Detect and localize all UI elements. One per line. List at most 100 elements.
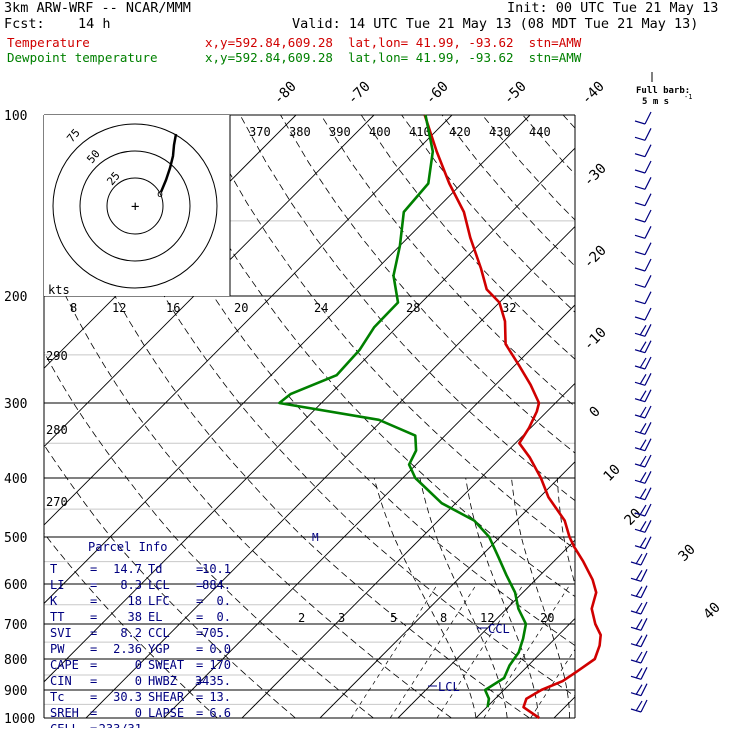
wind-barb — [634, 242, 652, 256]
wind-barb — [634, 128, 652, 141]
wind-barb-flag — [639, 422, 647, 434]
isotherm — [44, 115, 453, 526]
wind-barb-staff — [634, 153, 646, 158]
theta-label: 410 — [409, 125, 431, 139]
pressure-tick-label: 200 — [4, 290, 27, 305]
wind-barb-flag — [640, 699, 648, 713]
wind-barb-flag — [644, 275, 652, 288]
theta-e-label: 280 — [46, 423, 68, 437]
forecast-hour: 14 h — [78, 16, 111, 32]
mixing-ratio-label: 20 — [540, 611, 554, 625]
moist-adiabat — [465, 477, 539, 718]
isotherm-label: 20 — [622, 506, 645, 529]
wind-barb — [630, 699, 648, 713]
parcel-label: SHEAR — [148, 690, 185, 704]
parcel-label: CCL — [148, 626, 170, 640]
parcel-label: LCL — [148, 578, 170, 592]
dry-adiabat — [199, 115, 575, 550]
parcel-label: LI — [50, 578, 64, 592]
theta-label: 380 — [289, 125, 311, 139]
hodograph-ring — [106, 177, 164, 235]
isotherm — [163, 304, 575, 718]
pressure-tick-label: 900 — [4, 684, 27, 699]
wind-barb — [634, 340, 652, 354]
parcel-equals: = — [90, 658, 97, 672]
parcel-label: PW — [50, 642, 65, 656]
upper-scale-label: 32 — [502, 301, 516, 315]
wind-barb-flag — [644, 536, 652, 549]
dry-adiabat — [481, 115, 575, 221]
wind-barb-flag — [635, 569, 643, 581]
wind-barb-staff — [634, 316, 646, 321]
model-title: 3km ARW-WRF -- NCAR/MMM — [4, 0, 191, 16]
isotherm — [44, 115, 375, 448]
wind-barb-flag — [635, 586, 643, 598]
mixing-ratio-line — [436, 583, 524, 718]
pressure-tick-label: 1000 — [4, 712, 35, 727]
dry-adiabat — [44, 249, 452, 718]
wind-barb-flag — [644, 242, 652, 255]
parcel-value: 13. — [209, 690, 231, 704]
wind-barb — [634, 209, 652, 223]
parcel-value: 170 — [209, 658, 231, 672]
parcel-value: 884. — [202, 578, 231, 592]
dry-adiabat — [604, 115, 740, 718]
wind-barb-flag — [644, 422, 652, 435]
isotherm-label: -20 — [581, 243, 610, 272]
wind-barb — [630, 552, 648, 566]
wind-barb-staff — [634, 218, 646, 223]
wind-barb — [634, 438, 652, 452]
wind-barb-flag — [644, 471, 652, 484]
forecast-label: Fcst: — [4, 16, 45, 32]
barb-key-title: Full barb: — [636, 86, 690, 96]
wind-barb-staff — [634, 251, 646, 256]
parcel-value: 8.3 — [120, 578, 142, 592]
parcel-label: HWBZ — [148, 674, 177, 688]
wind-barb-staff — [634, 283, 646, 288]
parcel-label: CIN — [50, 674, 72, 688]
wind-barb-staff — [634, 120, 646, 125]
wind-barb-flag — [644, 209, 652, 223]
wind-barb — [634, 226, 652, 239]
wind-barb-staff — [634, 300, 646, 305]
mixing-ratio-line — [350, 583, 439, 718]
theta-e-label: 290 — [46, 349, 68, 363]
parcel-label: LFC — [148, 594, 170, 608]
wind-barb-flag — [635, 667, 643, 679]
wind-barb — [634, 536, 652, 550]
wind-barb — [630, 650, 648, 664]
dry-adiabat — [44, 444, 296, 718]
isotherm-label: -70 — [345, 79, 374, 108]
legend-dewpoint-info: x,y=592.84,609.28 lat,lon= 41.99, -93.62… — [205, 50, 582, 65]
wind-barb-flag — [639, 324, 647, 336]
parcel-value: 2.36 — [113, 642, 142, 656]
parcel-equals: = — [90, 706, 97, 720]
wind-barb-flag — [635, 684, 643, 696]
parcel-label: SWEAT — [148, 658, 184, 672]
dry-adiabat — [562, 115, 575, 129]
isotherm — [553, 696, 575, 718]
parcel-equals: = — [196, 626, 203, 640]
mixing-ratio-line — [593, 584, 680, 718]
wind-barb-flag — [639, 357, 647, 369]
theta-label: 430 — [489, 125, 511, 139]
parcel-label: CAPE — [50, 658, 79, 672]
parcel-value: 8.2 — [120, 626, 142, 640]
parcel-value: 30.3 — [113, 690, 142, 704]
parcel-equals: = — [196, 690, 203, 704]
parcel-equals: = — [196, 642, 203, 656]
parcel-info-box: Parcel Info T = 14.7 Td = 10.1 LI = 8.3 LCL = 884. K =… — [44, 538, 234, 736]
isotherm — [319, 461, 575, 718]
theta-label: 370 — [249, 125, 271, 139]
hodograph-center: + — [131, 199, 139, 215]
wind-barb-staff — [634, 267, 646, 272]
parcel-value: 38 — [128, 610, 142, 624]
wind-barb-flag — [635, 553, 643, 565]
dry-adiabat — [320, 115, 575, 407]
wind-barb — [630, 634, 648, 648]
isotherm-label: -50 — [501, 79, 530, 108]
wind-barb-flag — [640, 683, 648, 696]
